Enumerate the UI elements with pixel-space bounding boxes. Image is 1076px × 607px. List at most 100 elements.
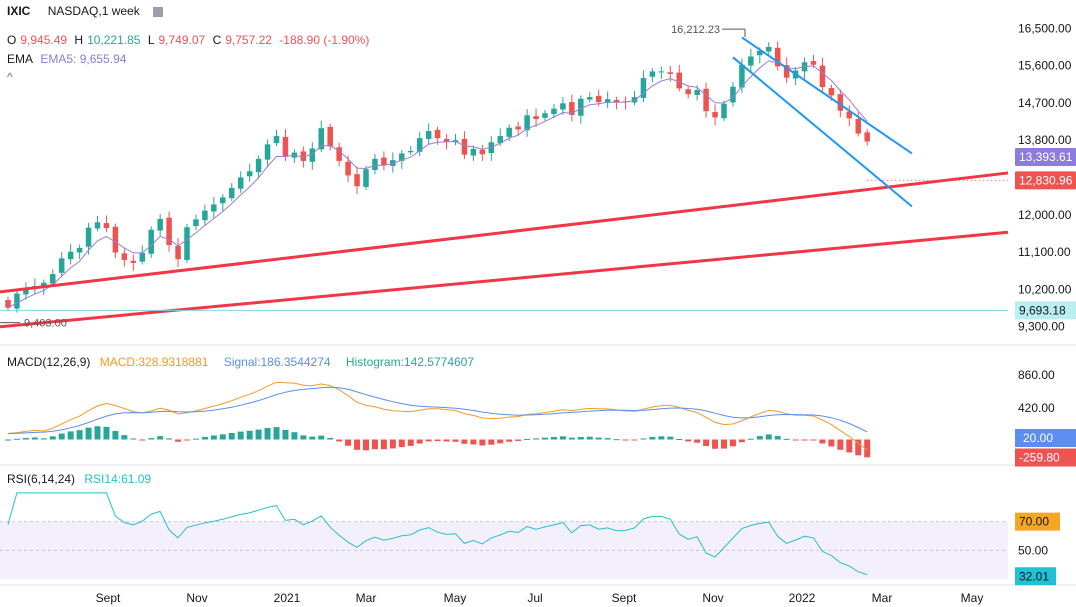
candle-body — [354, 174, 360, 187]
y-tick-label: 9,300.00 — [1018, 320, 1065, 334]
candle-body — [41, 282, 47, 287]
macd-histogram-bar — [398, 439, 405, 448]
macd-histogram-bar — [846, 439, 853, 453]
c-label: C — [212, 33, 222, 47]
y-tick-label: 16,500.00 — [1018, 21, 1072, 35]
symbol[interactable]: IXIC — [7, 4, 31, 18]
macd-histogram-bar — [497, 439, 504, 444]
candle-body — [587, 97, 593, 100]
candle-body — [255, 158, 262, 173]
macd-histogram-bar — [148, 438, 155, 440]
candle-body — [766, 46, 772, 52]
macd-histogram-bar — [524, 438, 531, 440]
histogram-value: Histogram:142.5774607 — [345, 355, 475, 369]
candle-body — [846, 111, 853, 119]
candle-body — [613, 99, 620, 103]
macd-histogram-bar — [721, 439, 727, 449]
macd-legend[interactable]: MACD(12,26,9) MACD:328.9318881 Signal:18… — [7, 355, 474, 369]
macd-badge-signal — [1015, 429, 1076, 447]
signal-value: Signal:186.3544274 — [223, 355, 331, 369]
macd-histogram-bar — [40, 438, 47, 440]
macd-histogram-bar — [819, 439, 826, 444]
macd-histogram-bar — [729, 439, 736, 447]
x-tick-label: Sept — [96, 591, 121, 605]
y-tick-label: 11,100.00 — [1018, 245, 1071, 259]
rsi14-line — [7, 492, 868, 576]
macd-histogram-bar — [685, 439, 692, 442]
macd-histogram-bar — [738, 439, 745, 443]
candle-body — [810, 61, 817, 65]
macd-histogram-bar — [425, 439, 432, 442]
macd-histogram-bar — [640, 438, 647, 440]
candle-body — [309, 148, 316, 162]
candle-body — [658, 71, 665, 73]
candle-body — [23, 288, 29, 295]
ema-legend[interactable]: EMA EMA5: 9,655.94 — [7, 52, 130, 66]
exchange-interval[interactable]: NASDAQ,1 week — [47, 4, 140, 18]
candle-body — [416, 138, 423, 152]
menu-icon[interactable] — [153, 6, 164, 17]
candle-body — [336, 147, 342, 161]
rsi-legend[interactable]: RSI(6,14,24) RSI14:61.09 — [7, 472, 151, 486]
ema5-line — [7, 60, 868, 309]
candle-body — [130, 260, 137, 263]
x-tick-label: Nov — [702, 591, 723, 605]
macd-histogram-bar — [345, 439, 352, 446]
candle-body — [515, 126, 521, 130]
candle-body — [175, 245, 181, 260]
price-badge — [1015, 148, 1076, 167]
macd-histogram-bar — [13, 438, 20, 440]
candle-body — [721, 103, 727, 119]
macd-histogram-bar — [336, 439, 343, 442]
candle-body — [273, 136, 280, 144]
rsi-badge-current-label: 32.01 — [1019, 569, 1049, 583]
macd-histogram-bar — [121, 435, 128, 440]
x-tick-label: May — [961, 591, 984, 605]
candle-body — [282, 136, 289, 157]
candle-body — [533, 116, 539, 120]
collapse-chevron-icon[interactable]: ^ — [7, 70, 13, 84]
macd-histogram-bar — [94, 426, 101, 440]
candle-body — [604, 99, 611, 103]
candle-body — [739, 64, 745, 88]
candle-body — [14, 293, 20, 309]
macd-histogram-bar — [452, 439, 459, 442]
candle-body — [757, 50, 763, 56]
candle-body — [488, 142, 495, 154]
rsi-value: RSI14:61.09 — [84, 472, 152, 486]
candle-body — [211, 204, 217, 212]
macd-histogram-bar — [837, 439, 844, 450]
candle-body — [139, 252, 145, 262]
macd-histogram-bar — [85, 427, 92, 440]
macd-histogram-bar — [76, 430, 83, 440]
candle-body — [703, 88, 709, 112]
macd-histogram-bar — [389, 439, 396, 449]
macd-histogram-bar — [31, 437, 38, 440]
macd-histogram-bar — [810, 439, 817, 441]
h-label: H — [74, 33, 84, 47]
symbol-header: IXIC NASDAQ,1 week — [7, 4, 167, 18]
candle-body — [5, 299, 11, 308]
trendline-lower — [0, 230, 1009, 329]
rsi-y-tick: 50.00 — [1018, 543, 1048, 557]
l-label: L — [147, 33, 155, 47]
candle-body — [497, 136, 503, 144]
candle-body — [246, 171, 253, 177]
x-tick-label: Jul — [527, 591, 542, 605]
macd-histogram-bar — [542, 437, 548, 440]
x-tick-label: 2021 — [274, 591, 301, 605]
macd-histogram-bar — [184, 439, 190, 441]
price-badge — [1015, 171, 1076, 190]
macd-y-tick: 420.00 — [1018, 401, 1055, 415]
candle-body — [372, 158, 378, 171]
signal-line — [7, 386, 868, 434]
h-value: 10,221.85 — [87, 33, 141, 47]
candle-body — [640, 78, 647, 98]
macd-histogram-bar — [631, 439, 638, 441]
channel-lower — [732, 56, 913, 208]
macd-histogram-bar — [559, 436, 566, 440]
macd-histogram-bar — [586, 436, 593, 440]
macd-histogram-bar — [434, 439, 441, 442]
candle-body — [506, 127, 512, 137]
